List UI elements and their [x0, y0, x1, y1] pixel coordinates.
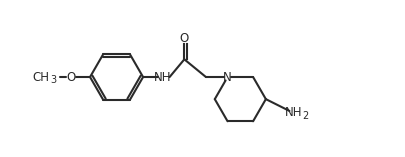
Text: NH: NH: [284, 106, 301, 119]
Text: O: O: [66, 70, 76, 84]
Text: CH: CH: [33, 70, 50, 84]
Text: O: O: [179, 32, 188, 45]
Text: N: N: [223, 70, 231, 84]
Text: 3: 3: [51, 75, 57, 85]
Text: 2: 2: [301, 111, 308, 121]
Text: NH: NH: [153, 70, 171, 84]
